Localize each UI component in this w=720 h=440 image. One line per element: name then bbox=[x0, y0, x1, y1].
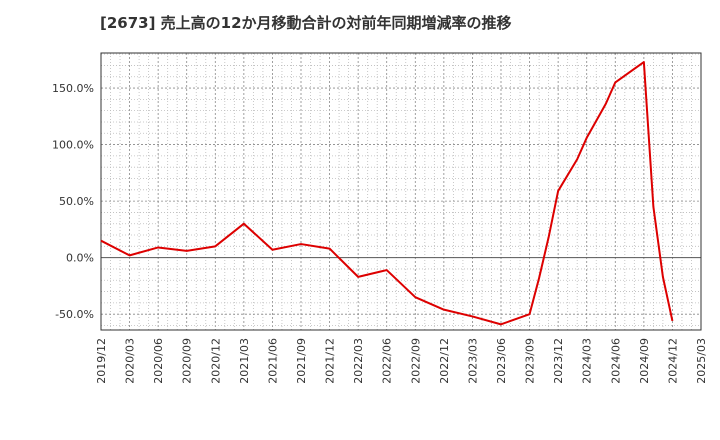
x-tick-label: 2020/12 bbox=[209, 338, 222, 384]
x-tick-label: 2022/09 bbox=[409, 338, 422, 384]
x-tick-label: 2025/03 bbox=[695, 338, 708, 384]
x-tick-label: 2020/09 bbox=[181, 338, 194, 384]
x-tick-label: 2021/09 bbox=[295, 338, 308, 384]
x-tick-label: 2022/06 bbox=[381, 338, 394, 384]
x-tick-label: 2021/03 bbox=[238, 338, 251, 384]
x-tick-label: 2021/06 bbox=[266, 338, 279, 384]
x-tick-label: 2022/12 bbox=[438, 338, 451, 384]
series-line bbox=[100, 61, 674, 326]
y-tick-label: 150.0% bbox=[52, 82, 94, 95]
y-tick-label: 50.0% bbox=[59, 195, 94, 208]
x-tick-label: 2023/09 bbox=[524, 338, 537, 384]
plot-frame bbox=[100, 52, 702, 331]
x-tick-label: 2024/12 bbox=[666, 338, 679, 384]
grid-layer bbox=[101, 53, 701, 330]
x-tick-label: 2024/09 bbox=[638, 338, 651, 384]
x-tick-label: 2023/06 bbox=[495, 338, 508, 384]
axis-layer: 2019/12 2020/03 2020/06 2020/09 2020/12 2021/… bbox=[52, 52, 708, 384]
series-layer bbox=[100, 61, 674, 326]
y-tick-label: 0.0% bbox=[66, 252, 94, 265]
x-tick-label: 2020/06 bbox=[152, 338, 165, 384]
x-tick-label: 2022/03 bbox=[352, 338, 365, 384]
x-tick-label: 2021/12 bbox=[324, 338, 337, 384]
chart-title: [2673] 売上高の12か月移動合計の対前年同期増減率の推移 bbox=[100, 14, 512, 32]
y-tick-label: -50.0% bbox=[55, 308, 94, 321]
x-tick-label: 2023/12 bbox=[552, 338, 565, 384]
x-tick-label: 2023/03 bbox=[466, 338, 479, 384]
x-tick-label: 2020/03 bbox=[124, 338, 137, 384]
y-tick-label: 100.0% bbox=[52, 139, 94, 152]
x-tick-label: 2024/06 bbox=[609, 338, 622, 384]
x-tick-label: 2019/12 bbox=[95, 338, 108, 384]
x-tick-label: 2024/03 bbox=[581, 338, 594, 384]
